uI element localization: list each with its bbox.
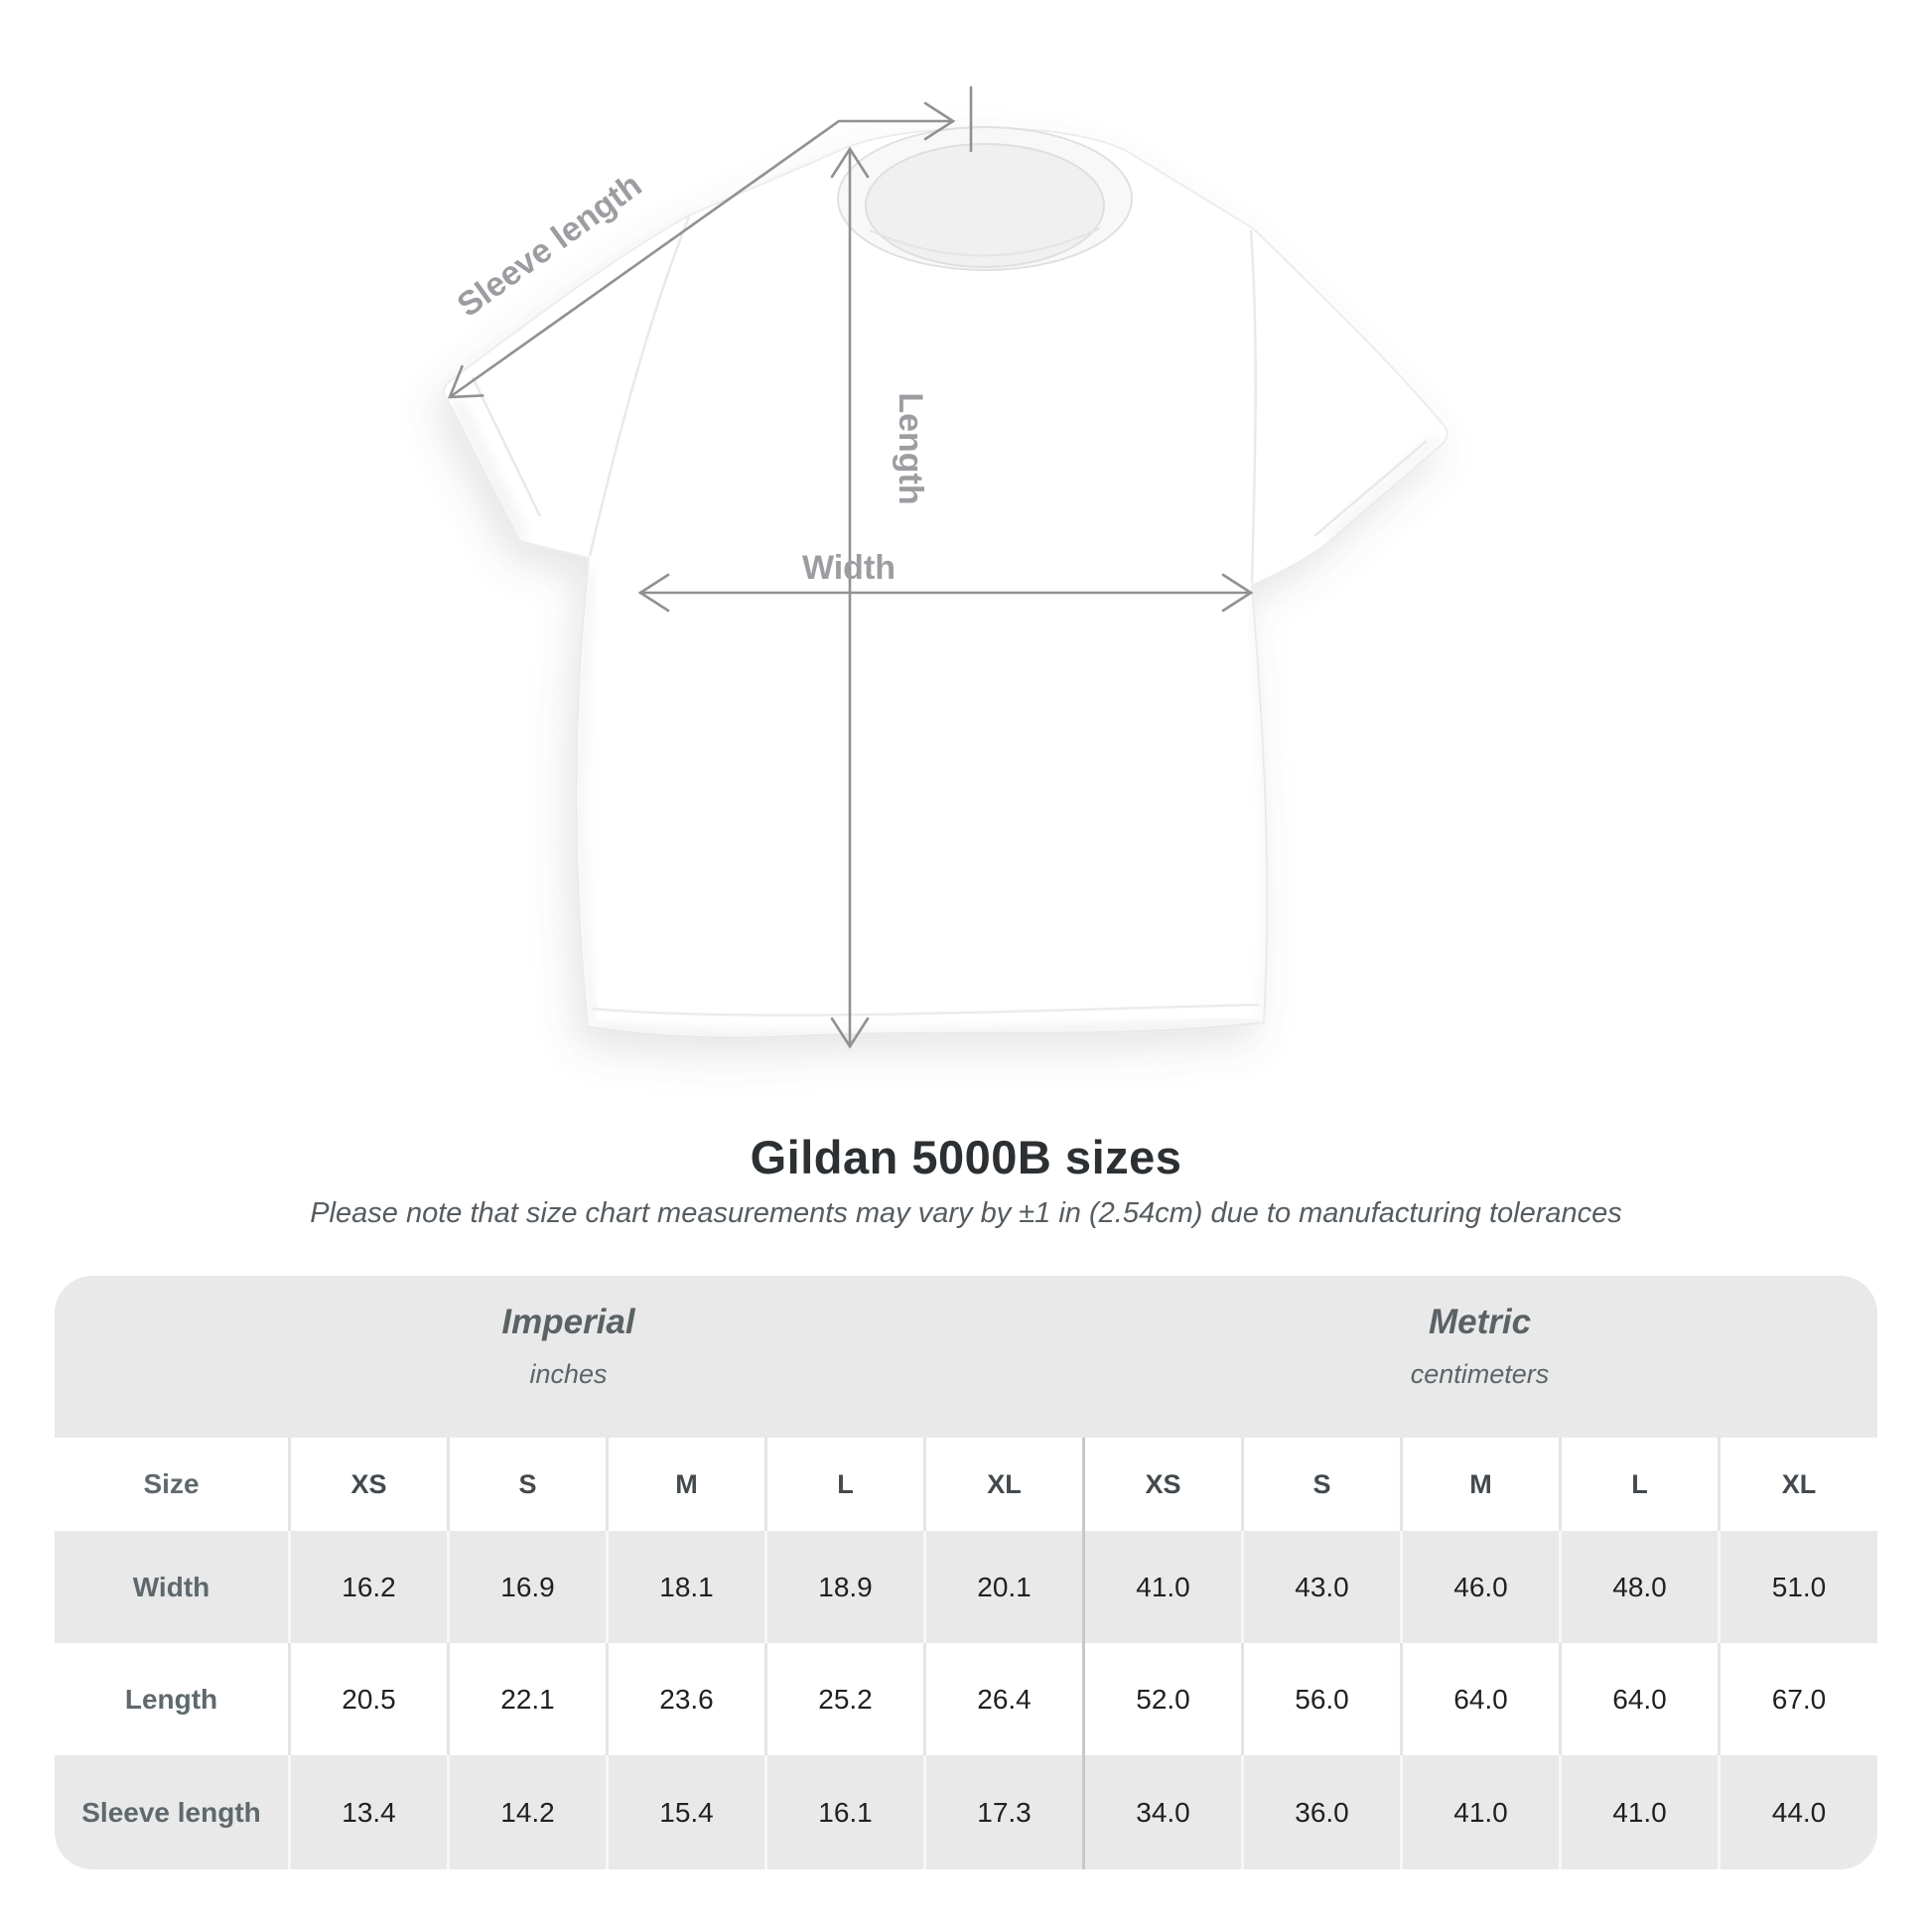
value-cell: 26.4 (923, 1643, 1082, 1755)
metric-label: Metric (1428, 1303, 1532, 1341)
imperial-unit: inches (529, 1359, 608, 1389)
value-cell: 16.2 (288, 1531, 447, 1643)
value-cell: 41.0 (1400, 1755, 1559, 1869)
value-cell: 34.0 (1082, 1755, 1241, 1869)
page-title: Gildan 5000B sizes (750, 1131, 1182, 1183)
tolerance-note: Please note that size chart measurements… (310, 1197, 1622, 1229)
column-header: S (447, 1438, 606, 1531)
metric-unit: centimeters (1410, 1359, 1550, 1389)
value-cell: 13.4 (288, 1755, 447, 1869)
sleeve-length-arrow (448, 101, 956, 399)
value-cell: 51.0 (1718, 1531, 1877, 1643)
size-chart-table: Imperial inches Metric centimeters Size … (55, 1276, 1877, 1869)
column-header: M (606, 1438, 764, 1531)
value-cell: 41.0 (1559, 1755, 1718, 1869)
collar (837, 126, 1133, 271)
value-cell: 36.0 (1241, 1755, 1400, 1869)
metric-group-header: Metric centimeters (1082, 1276, 1877, 1438)
size-column-header: Size (143, 1468, 200, 1499)
column-header: XL (923, 1438, 1082, 1531)
value-cell: 16.1 (764, 1755, 923, 1869)
value-cell: 20.5 (288, 1643, 447, 1755)
value-cell: 52.0 (1082, 1643, 1241, 1755)
value-cell: 15.4 (606, 1755, 764, 1869)
unit-group-row: Imperial inches Metric centimeters (55, 1276, 1877, 1438)
size-header-row: Size XS S M L XL XS S M L XL (55, 1438, 1877, 1531)
right-cuff-seam (1313, 440, 1428, 537)
value-cell: 48.0 (1559, 1531, 1718, 1643)
column-header: XL (1718, 1438, 1877, 1531)
table-row-width: Width 16.2 16.9 18.1 18.9 20.1 41.0 43.0… (55, 1531, 1877, 1643)
value-cell: 23.6 (606, 1643, 764, 1755)
right-armhole-seam (1249, 229, 1257, 585)
value-cell: 20.1 (923, 1531, 1082, 1643)
value-cell: 64.0 (1559, 1643, 1718, 1755)
value-cell: 46.0 (1400, 1531, 1559, 1643)
column-header: XS (1082, 1438, 1241, 1531)
value-cell: 16.9 (447, 1531, 606, 1643)
column-header: XS (288, 1438, 447, 1531)
value-cell: 43.0 (1241, 1531, 1400, 1643)
value-cell: 25.2 (764, 1643, 923, 1755)
value-cell: 64.0 (1400, 1643, 1559, 1755)
width-label: Width (802, 549, 896, 587)
value-cell: 41.0 (1082, 1531, 1241, 1643)
column-header: L (764, 1438, 923, 1531)
length-label: Length (892, 392, 929, 504)
value-cell: 18.1 (606, 1531, 764, 1643)
imperial-label: Imperial (501, 1303, 635, 1341)
row-label: Length (124, 1683, 218, 1715)
value-cell: 67.0 (1718, 1643, 1877, 1755)
tshirt-illustration (443, 126, 1449, 1039)
value-cell: 14.2 (447, 1755, 606, 1869)
value-cell: 22.1 (447, 1643, 606, 1755)
left-cuff-seam (471, 376, 542, 517)
value-cell: 56.0 (1241, 1643, 1400, 1755)
column-header: M (1400, 1438, 1559, 1531)
imperial-group-header: Imperial inches (55, 1276, 1082, 1438)
row-label: Width (132, 1571, 210, 1602)
table-row-sleeve-length: Sleeve length 13.4 14.2 15.4 16.1 17.3 3… (55, 1755, 1877, 1869)
value-cell: 17.3 (923, 1755, 1082, 1869)
row-label: Sleeve length (81, 1796, 261, 1828)
table-row-length: Length 20.5 22.1 23.6 25.2 26.4 52.0 56.… (55, 1643, 1877, 1755)
column-header: L (1559, 1438, 1718, 1531)
value-cell: 44.0 (1718, 1755, 1877, 1869)
value-cell: 18.9 (764, 1531, 923, 1643)
column-header: S (1241, 1438, 1400, 1531)
hem-seam (591, 1003, 1260, 1017)
